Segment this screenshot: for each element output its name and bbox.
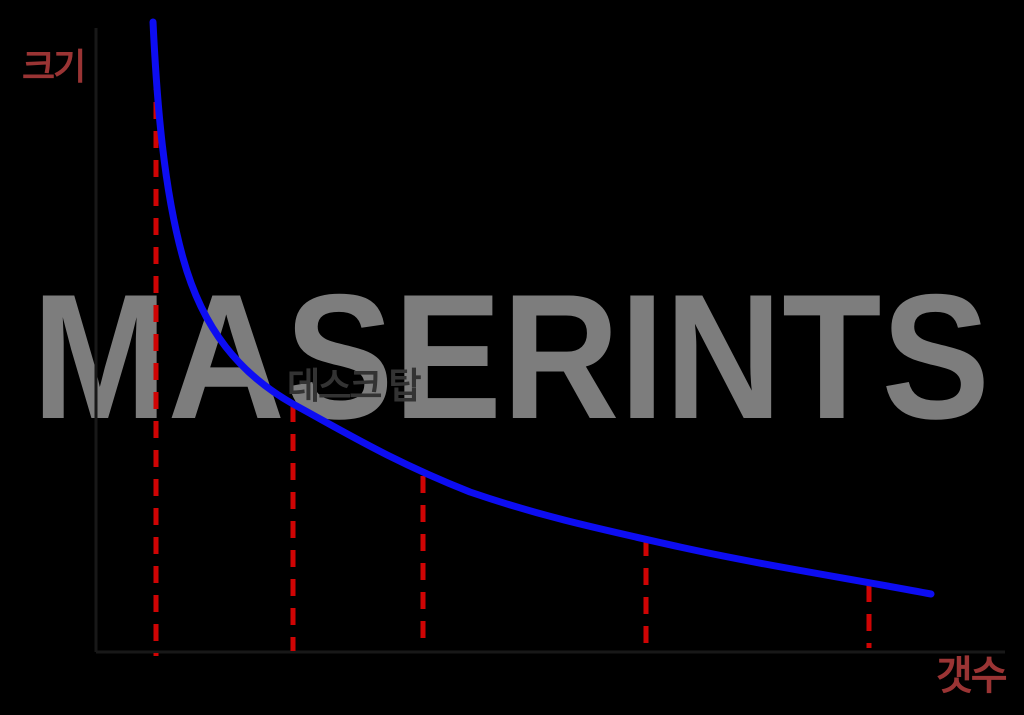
x-axis-label: 갯수 <box>936 654 1007 698</box>
y-axis-label: 크기 <box>22 46 84 87</box>
watermark-text: MASERINTS <box>32 257 990 456</box>
distribution-curve <box>149 18 935 598</box>
curve-annotation-label: 데스크 탑 <box>287 365 421 406</box>
